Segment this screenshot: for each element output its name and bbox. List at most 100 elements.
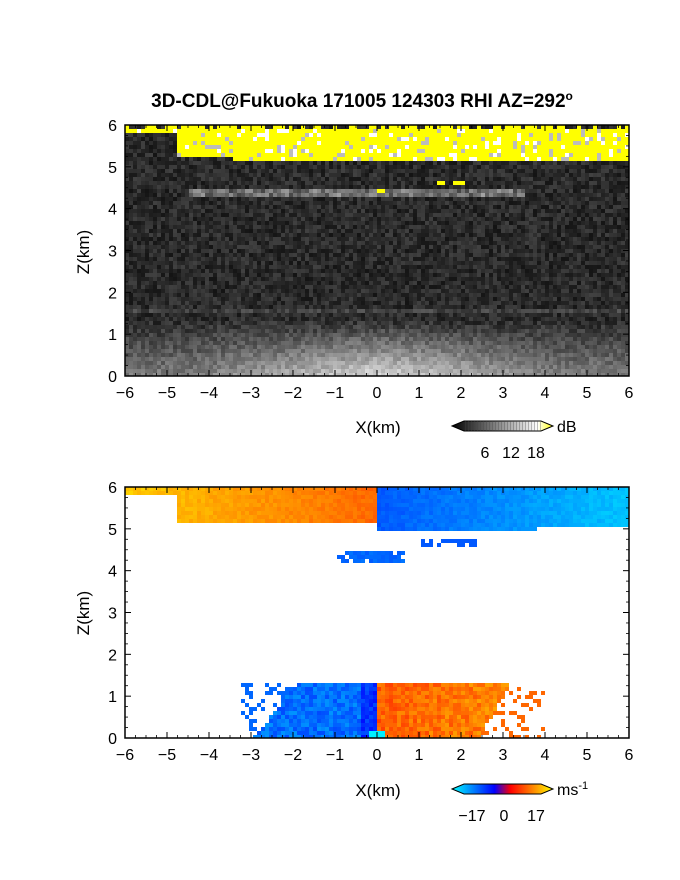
backscatter-cell (289, 157, 293, 161)
backscatter-cell (229, 229, 233, 233)
backscatter-cell (621, 221, 625, 225)
backscatter-cell (141, 201, 145, 205)
backscatter-cell (369, 229, 373, 233)
backscatter-cell (509, 153, 513, 157)
backscatter-cell (369, 269, 373, 273)
backscatter-cell (537, 265, 541, 269)
backscatter-cell (217, 225, 221, 229)
backscatter-cell (593, 217, 597, 221)
backscatter-cell (329, 189, 333, 193)
backscatter-cell (125, 181, 129, 185)
backscatter-cell (265, 149, 269, 153)
backscatter-cell (513, 165, 517, 169)
backscatter-cell (625, 253, 629, 257)
backscatter-cell (541, 269, 545, 273)
backscatter-cell (193, 161, 197, 165)
backscatter-cell (621, 257, 625, 261)
backscatter-cell (321, 229, 325, 233)
backscatter-cell (341, 205, 345, 209)
backscatter-cell (501, 189, 505, 193)
backscatter-cell (253, 181, 257, 185)
backscatter-cell (557, 209, 561, 213)
backscatter-cell (177, 197, 181, 201)
backscatter-cell (265, 177, 269, 181)
backscatter-cell (381, 281, 385, 285)
backscatter-cell (613, 241, 617, 245)
backscatter-cell (265, 217, 269, 221)
backscatter-cell (201, 209, 205, 213)
backscatter-cell (465, 161, 469, 165)
backscatter-cell (129, 141, 133, 145)
backscatter-cell (281, 209, 285, 213)
backscatter-cell (533, 209, 537, 213)
backscatter-cell (533, 261, 537, 265)
backscatter-cell (425, 125, 429, 129)
backscatter-cell (345, 253, 349, 257)
backscatter-cell (453, 257, 457, 261)
backscatter-cell (477, 249, 481, 253)
backscatter-cell (421, 197, 425, 201)
backscatter-cell (365, 129, 369, 133)
backscatter-cell (253, 249, 257, 253)
backscatter-cell (545, 249, 549, 253)
backscatter-cell (361, 157, 365, 161)
backscatter-cell (269, 261, 273, 265)
backscatter-cell (273, 205, 277, 209)
backscatter-cell (565, 185, 569, 189)
backscatter-cell (565, 257, 569, 261)
backscatter-cell (613, 149, 617, 153)
backscatter-cell (501, 233, 505, 237)
backscatter-cell (481, 277, 485, 281)
backscatter-cell (241, 173, 245, 177)
backscatter-cell (225, 213, 229, 217)
backscatter-cell (485, 157, 489, 161)
backscatter-cell (157, 205, 161, 209)
backscatter-cell (221, 125, 225, 129)
backscatter-cell (353, 225, 357, 229)
backscatter-cell (557, 213, 561, 217)
backscatter-cell (205, 185, 209, 189)
backscatter-cell (429, 277, 433, 281)
backscatter-cell (133, 173, 137, 177)
backscatter-cell (265, 153, 269, 157)
backscatter-cell (277, 273, 281, 277)
backscatter-cell (621, 277, 625, 281)
backscatter-cell (353, 153, 357, 157)
backscatter-cell (597, 249, 601, 253)
backscatter-cell (569, 165, 573, 169)
backscatter-cell (241, 149, 245, 153)
backscatter-cell (305, 185, 309, 189)
backscatter-cell (477, 261, 481, 265)
backscatter-cell (585, 197, 589, 201)
backscatter-cell (557, 141, 561, 145)
backscatter-cell (157, 201, 161, 205)
backscatter-cell (621, 137, 625, 141)
backscatter-cell (513, 137, 517, 141)
backscatter-cell (237, 265, 241, 269)
backscatter-cell (549, 277, 553, 281)
backscatter-cell (409, 193, 413, 197)
backscatter-cell (281, 173, 285, 177)
backscatter-cell (257, 241, 261, 245)
backscatter-cell (421, 137, 425, 141)
backscatter-cell (401, 241, 405, 245)
backscatter-cell (249, 249, 253, 253)
backscatter-cell (209, 185, 213, 189)
backscatter-cell (393, 189, 397, 193)
backscatter-cell (377, 225, 381, 229)
backscatter-cell (513, 253, 517, 257)
backscatter-cell (437, 273, 441, 277)
backscatter-cell (317, 277, 321, 281)
backscatter-cell (609, 265, 613, 269)
backscatter-cell (553, 185, 557, 189)
backscatter-cell (353, 193, 357, 197)
backscatter-cell (373, 125, 377, 129)
backscatter-cell (525, 189, 529, 193)
backscatter-cell (409, 137, 413, 141)
backscatter-cell (245, 185, 249, 189)
backscatter-cell (265, 133, 269, 137)
backscatter-cell (617, 265, 621, 269)
backscatter-cell (549, 133, 553, 137)
backscatter-cell (433, 201, 437, 205)
backscatter-cell (413, 161, 417, 165)
